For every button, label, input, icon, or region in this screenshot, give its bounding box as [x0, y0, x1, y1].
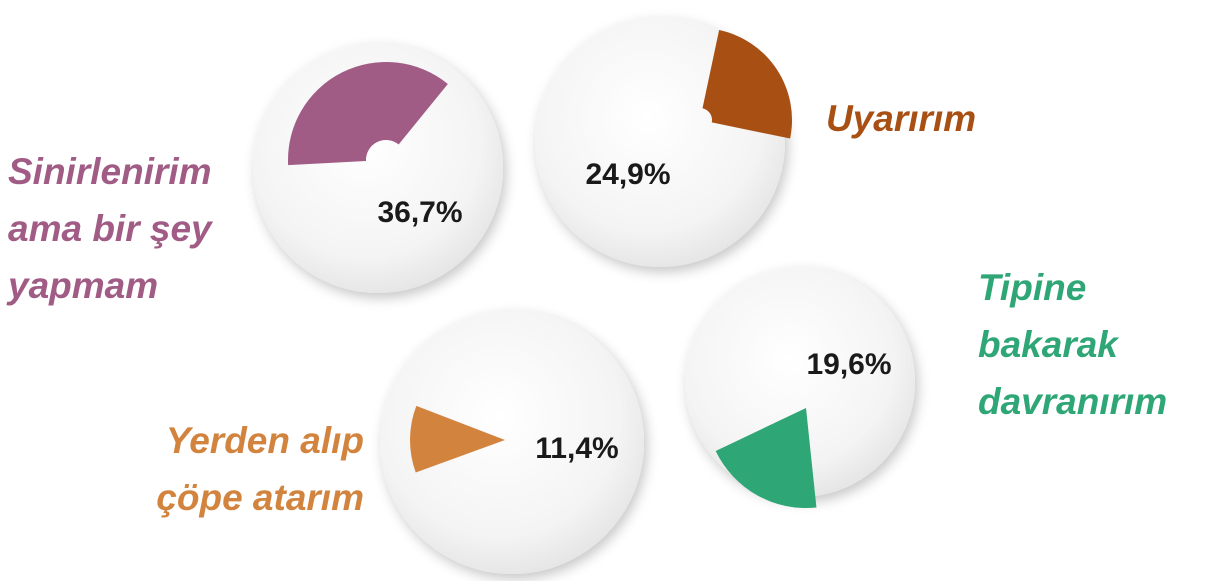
value-label: 24,9%	[585, 158, 670, 191]
value-label: 11,4%	[535, 432, 618, 465]
category-label: Yerden alıp çöpe atarım	[156, 420, 364, 518]
wedge	[702, 30, 792, 139]
gauge-disc	[380, 310, 644, 574]
value-label: 36,7%	[377, 196, 462, 229]
wedge	[288, 61, 448, 166]
category-label: Tipine bakarak davranırım	[978, 267, 1168, 422]
category-label: Sinirlenirim ama bir şey yapmam	[8, 151, 212, 306]
value-label: 19,6%	[806, 348, 891, 381]
wedge	[715, 408, 817, 508]
category-label: Uyarırım	[826, 98, 977, 139]
wedge	[410, 405, 505, 473]
